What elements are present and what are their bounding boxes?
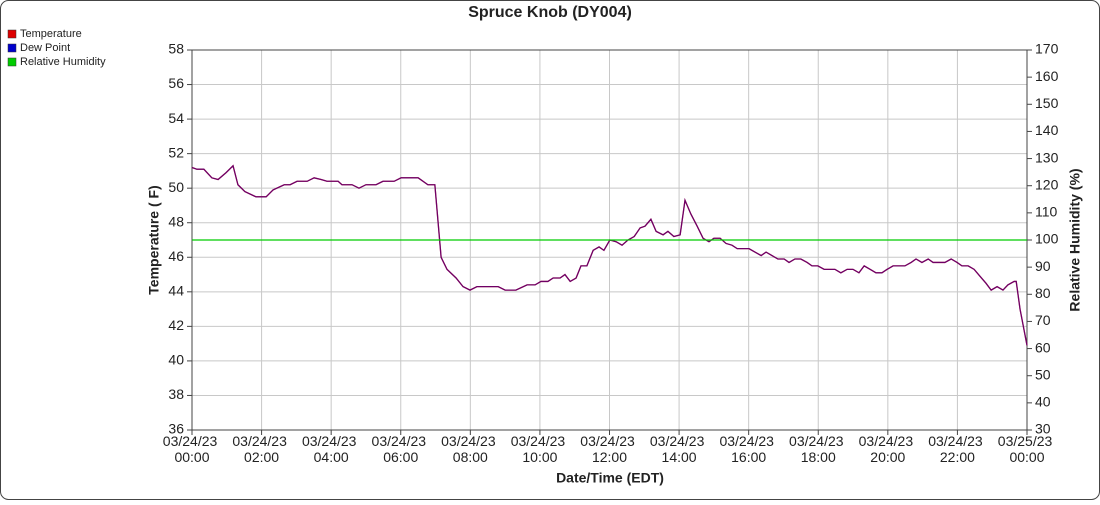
x-tick-label: 03/24/23 16:00 xyxy=(719,433,777,465)
y-axis-label: Temperature ( F) xyxy=(146,185,162,294)
x-tick-label: 03/24/23 14:00 xyxy=(650,433,708,465)
y2-tick-label: 90 xyxy=(1035,258,1051,274)
chart-title: Spruce Knob (DY004) xyxy=(468,4,632,21)
y-tick-label: 48 xyxy=(168,213,184,229)
y-tick-label: 54 xyxy=(168,110,184,126)
x-tick-label: 03/24/23 12:00 xyxy=(580,433,638,465)
x-tick-label: 03/24/23 02:00 xyxy=(232,433,290,465)
legend-swatch xyxy=(7,57,17,67)
x-tick-label: 03/24/23 04:00 xyxy=(302,433,360,465)
x-tick-label: 03/24/23 06:00 xyxy=(372,433,430,465)
y2-tick-label: 50 xyxy=(1035,366,1051,382)
x-tick-label: 03/24/23 22:00 xyxy=(928,433,986,465)
x-tick-label: 03/24/23 08:00 xyxy=(441,433,499,465)
legend-swatch xyxy=(7,29,17,39)
y2-tick-label: 40 xyxy=(1035,394,1051,410)
y2-tick-label: 150 xyxy=(1035,95,1059,111)
y2-tick-label: 60 xyxy=(1035,339,1051,355)
y-tick-label: 50 xyxy=(168,179,184,195)
legend-label: Dew Point xyxy=(20,42,70,54)
y2-axis-label: Relative Humidity (%) xyxy=(1067,168,1083,311)
y-tick-label: 42 xyxy=(168,317,184,333)
y2-tick-label: 120 xyxy=(1035,176,1059,192)
x-tick-label: 03/24/23 18:00 xyxy=(789,433,847,465)
y-tick-label: 58 xyxy=(168,41,184,57)
y-tick-label: 40 xyxy=(168,352,184,368)
y2-tick-label: 30 xyxy=(1035,421,1051,437)
x-tick-label: 03/24/23 00:00 xyxy=(163,433,221,465)
y2-tick-label: 140 xyxy=(1035,122,1059,138)
y-tick-label: 52 xyxy=(168,144,184,160)
y2-tick-label: 110 xyxy=(1035,204,1058,220)
x-axis-label: Date/Time (EDT) xyxy=(556,470,664,486)
legend-label: Relative Humidity xyxy=(20,56,106,68)
y2-tick-label: 80 xyxy=(1035,285,1051,301)
x-tick-label: 03/24/23 20:00 xyxy=(859,433,917,465)
series-line xyxy=(191,164,1028,346)
y2-tick-label: 70 xyxy=(1035,312,1051,328)
y-tick-label: 46 xyxy=(168,248,184,264)
y2-tick-label: 130 xyxy=(1035,149,1059,165)
y-tick-label: 44 xyxy=(168,283,184,299)
y-tick-label: 36 xyxy=(168,421,184,437)
y-tick-label: 38 xyxy=(168,386,184,402)
x-tick-label: 03/24/23 10:00 xyxy=(511,433,569,465)
y2-tick-label: 100 xyxy=(1035,231,1059,247)
y-tick-label: 56 xyxy=(168,75,184,91)
y2-tick-label: 170 xyxy=(1035,41,1059,57)
y2-tick-label: 160 xyxy=(1035,68,1059,84)
legend-label: Temperature xyxy=(20,28,82,40)
legend-swatch xyxy=(7,43,17,53)
x-tick-label: 03/25/23 00:00 xyxy=(998,433,1056,465)
